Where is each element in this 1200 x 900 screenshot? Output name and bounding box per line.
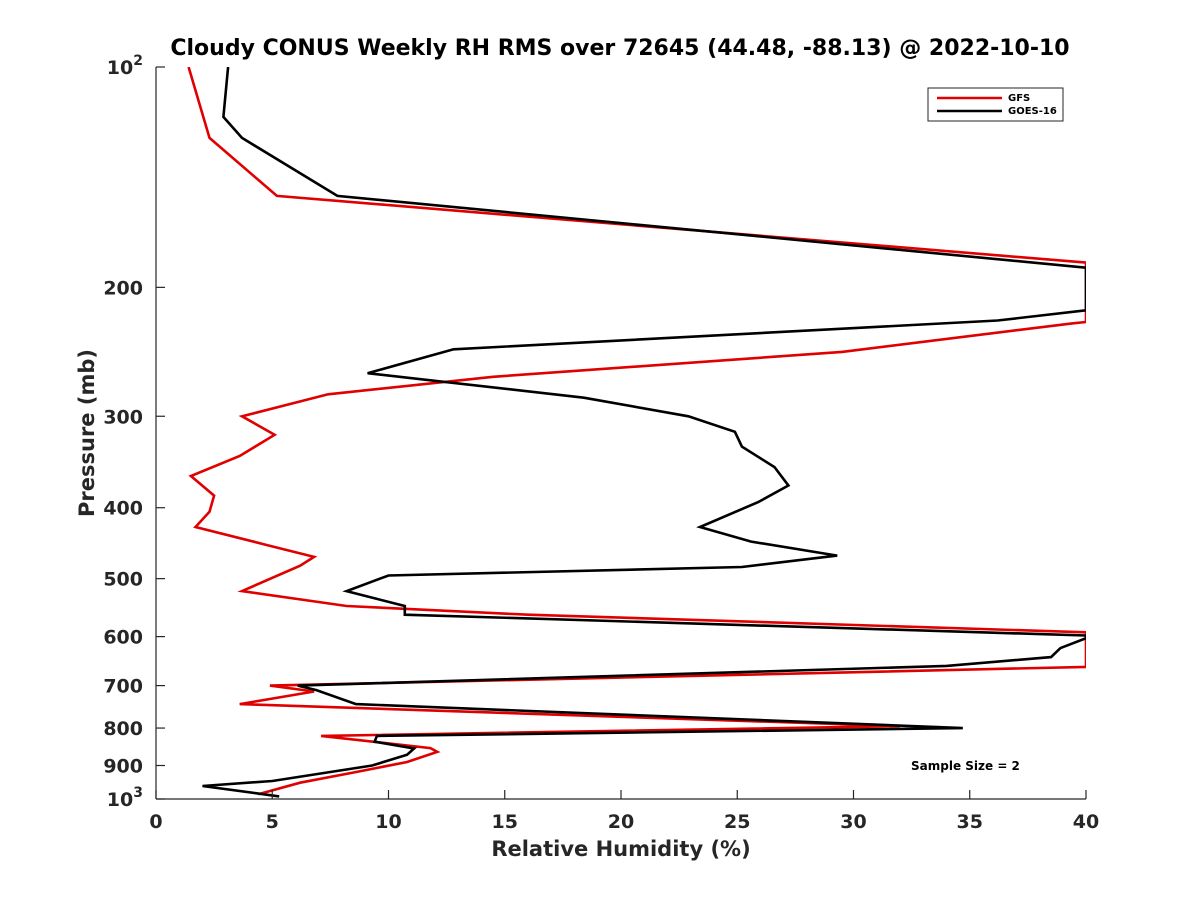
y-tick-label: 400 (103, 498, 143, 520)
y-tick-label: 200 (103, 277, 143, 299)
x-tick-label: 40 (1073, 811, 1099, 833)
series-line-gfs (187, 67, 1086, 796)
y-tick-label: 900 (103, 756, 143, 778)
legend-label-gfs: GFS (1008, 93, 1030, 104)
x-tick-label: 25 (724, 811, 750, 833)
axes-layer: 0 5 10 15 20 25 30 35 40 102 200 300 400 500 600 700 800… (103, 53, 1099, 833)
y-tick-label: 700 (103, 676, 143, 698)
legend-label-goes16: GOES-16 (1008, 106, 1057, 117)
x-tick-label: 0 (149, 811, 162, 833)
y-tick-label: 500 (103, 569, 143, 591)
legend: GFS GOES-16 (927, 87, 1064, 122)
x-tick-label: 20 (608, 811, 634, 833)
y-tick-label: 103 (107, 785, 143, 811)
y-tick-label: 600 (103, 627, 143, 649)
chart-title: Cloudy CONUS Weekly RH RMS over 72645 (4… (170, 36, 1069, 61)
y-tick-label: 102 (107, 53, 143, 79)
x-axis-label: Relative Humidity (%) (491, 837, 750, 861)
legend-box (927, 87, 1064, 122)
x-tick-label: 10 (375, 811, 401, 833)
x-tick-label: 30 (840, 811, 866, 833)
sample-size-annotation: Sample Size = 2 (911, 759, 1020, 773)
y-tick-label: 800 (103, 718, 143, 740)
series-line-goes16 (202, 67, 1086, 798)
x-tick-label: 15 (492, 811, 518, 833)
x-tick-label: 35 (957, 811, 983, 833)
series-layer (187, 67, 1086, 798)
y-tick-label: 300 (103, 406, 143, 428)
y-axis-label: Pressure (mb) (75, 349, 99, 517)
x-tick-label: 5 (266, 811, 279, 833)
